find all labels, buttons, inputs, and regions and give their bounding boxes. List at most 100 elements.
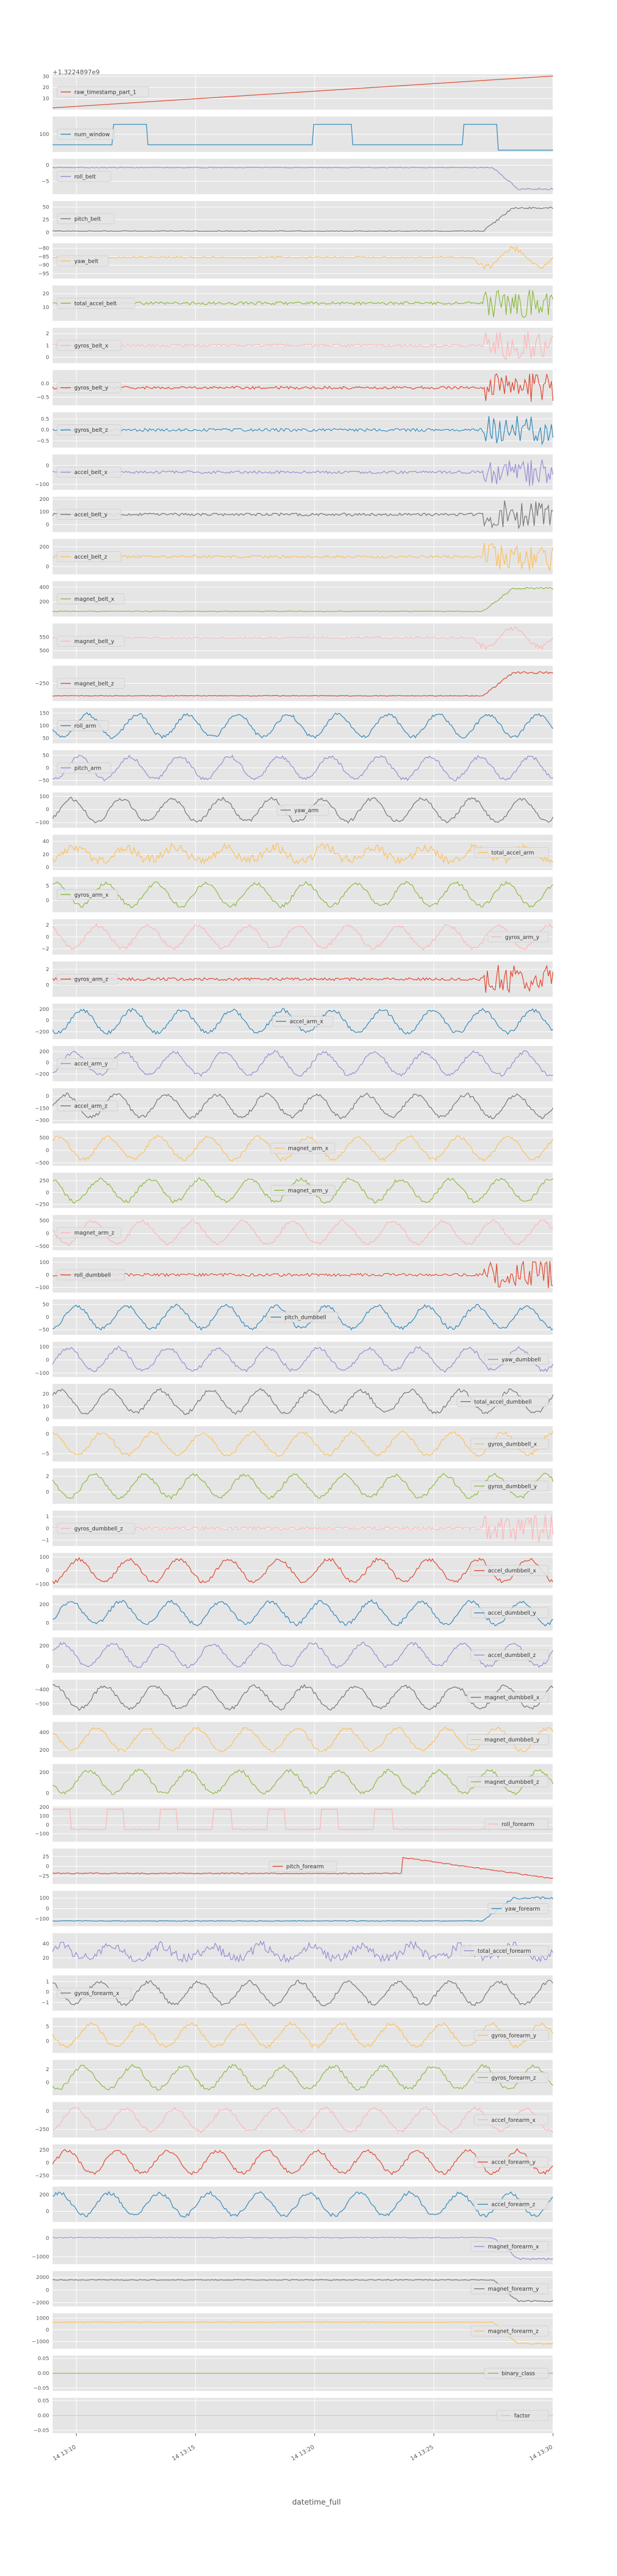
legend-label: gyros_forearm_z [491, 2075, 536, 2081]
y-tick-label: 1 [46, 1514, 49, 1520]
y-tick-label: −1000 [32, 2340, 50, 2345]
plot-area [53, 1088, 553, 1124]
y-tick-label: 200 [39, 1643, 49, 1649]
y-tick-label: 0 [46, 934, 49, 940]
y-tick-label: 0.00 [38, 2371, 49, 2377]
y-tick-label: −200 [35, 1072, 49, 1077]
y-tick-label: 100 [39, 1345, 49, 1350]
legend-box [474, 2198, 549, 2210]
legend-label: magnet_forearm_y [488, 2286, 539, 2293]
legend-label: binary_class [502, 2371, 535, 2377]
subplot-gyros_forearm_z: 2 0 gyros_forearm_z [46, 2060, 554, 2096]
y-tick-label: 0 [46, 564, 49, 570]
legend: accel_forearm_y [474, 2156, 549, 2168]
legend: magnet_dumbbell_y [467, 1734, 549, 1745]
y-tick-label: −100 [35, 1582, 49, 1588]
y-tick-label: −250 [35, 2127, 49, 2133]
legend: yaw_arm [277, 804, 329, 816]
legend-label: magnet_belt_x [74, 596, 114, 603]
legend: magnet_arm_z [57, 1227, 122, 1238]
subplot-magnet_arm_y: 250 0 −250 magnet_arm_y [35, 1173, 554, 1209]
plot-area [53, 2271, 553, 2307]
y-tick-label: 500 [39, 1218, 49, 1224]
series-line-gyros_forearm_z [52, 2064, 554, 2091]
subplot-magnet_belt_y: 550 500 magnet_belt_y [39, 623, 554, 659]
legend-label: magnet_belt_y [74, 639, 114, 645]
y-tick-label: 0 [46, 1417, 49, 1423]
y-tick-label: 20 [43, 852, 50, 858]
subplot-gyros_forearm_x: 1 0 −1 gyros_forearm_x [42, 1975, 554, 2011]
series-line-yaw_dumbbell [52, 1346, 554, 1373]
legend: gyros_dumbbell_y [470, 1480, 549, 1492]
series-line-accel_forearm_z [52, 2190, 554, 2218]
legend-box [57, 889, 118, 900]
series-line-roll_belt [52, 167, 554, 190]
series-line-accel_belt_z [52, 542, 554, 571]
y-tick-label: 0 [46, 1094, 49, 1100]
legend-label: magnet_dumbbell_z [484, 1779, 539, 1785]
series-line-raw_timestamp_part_1 [52, 75, 554, 109]
series-line-pitch_dumbbell [52, 1303, 554, 1331]
legend-box [57, 340, 122, 351]
subplot-accel_belt_x: 0 −100 accel_belt_x [35, 454, 554, 490]
y-tick-label: −100 [35, 1917, 49, 1923]
y-tick-label: 200 [39, 497, 49, 503]
series-line-magnet_arm_x [52, 1134, 554, 1162]
legend-box [460, 1945, 549, 1956]
y-tick-label: 0 [46, 463, 49, 469]
legend: accel_forearm_z [474, 2198, 549, 2210]
y-tick-label: 0 [46, 2039, 49, 2045]
legend-box [470, 1650, 549, 1661]
subplot-accel_arm_y: 200 0 −200 accel_arm_y [35, 1046, 554, 1082]
legend-label: magnet_forearm_z [488, 2329, 539, 2335]
y-tick-label: −1000 [32, 2254, 50, 2260]
legend-label: magnet_arm_z [74, 1230, 114, 1237]
series-line-gyros_dumbbell_x [52, 1430, 554, 1457]
y-tick-label: 0.0 [41, 382, 50, 387]
y-tick-label: 0 [46, 2288, 49, 2293]
legend: gyros_dumbbell_z [57, 1523, 135, 1534]
legend: total_accel_arm [474, 846, 549, 858]
y-tick-label: 250 [39, 2148, 49, 2153]
plot-area [53, 2229, 553, 2265]
legend-label: roll_forearm [502, 1821, 534, 1828]
y-tick-label: 100 [39, 1814, 49, 1820]
y-tick-label: 0 [46, 1864, 49, 1869]
subplot-accel_forearm_x: 0 −250 accel_forearm_x [35, 2102, 554, 2138]
legend-box [57, 1100, 118, 1112]
legend-box [57, 255, 109, 267]
y-tick-label: 200 [39, 2193, 49, 2198]
legend: accel_forearm_x [474, 2114, 549, 2125]
y-tick-label: −100 [35, 1285, 49, 1291]
series-line-accel_belt_y [52, 500, 554, 530]
legend-box [57, 213, 115, 224]
plot-area [53, 1046, 553, 1082]
y-tick-label: 50 [43, 736, 50, 742]
subplot-accel_dumbbell_x: 100 0 −100 accel_dumbbell_x [35, 1552, 554, 1588]
legend: pitch_belt [57, 213, 115, 224]
legend-box [484, 1354, 549, 1365]
subplot-gyros_belt_z: 0.5 0.0 −0.5 gyros_belt_z [37, 412, 554, 448]
series-line-accel_dumbbell_x [52, 1556, 554, 1584]
legend-label: magnet_dumbbell_x [484, 1695, 540, 1701]
plot-area [53, 1468, 553, 1504]
subplot-roll_dumbbell: 100 0 −100 roll_dumbbell [35, 1257, 554, 1293]
subplot-pitch_forearm: 25 0 −25 pitch_forearm [38, 1848, 554, 1884]
legend-box [267, 1311, 339, 1323]
legend: gyros_dumbbell_x [470, 1438, 549, 1450]
subplot-yaw_arm: 100 0 −100 yaw_arm [35, 792, 554, 828]
plot-area [53, 877, 553, 913]
y-tick-label: 0 [46, 1148, 49, 1154]
y-tick-label: 25 [43, 218, 49, 223]
y-tick-label: 200 [39, 544, 49, 550]
legend-box [470, 1480, 549, 1492]
legend-box [470, 2241, 549, 2252]
plot-area [53, 496, 553, 532]
plot-area [53, 2102, 553, 2138]
subplot-raw_timestamp_part_1: 30 20 10 raw_timestamp_part_1 [43, 74, 554, 110]
legend: magnet_belt_x [57, 593, 125, 604]
legend-box [474, 2072, 549, 2083]
y-tick-label: −250 [35, 2173, 49, 2179]
y-tick-label: 2 [46, 331, 49, 337]
